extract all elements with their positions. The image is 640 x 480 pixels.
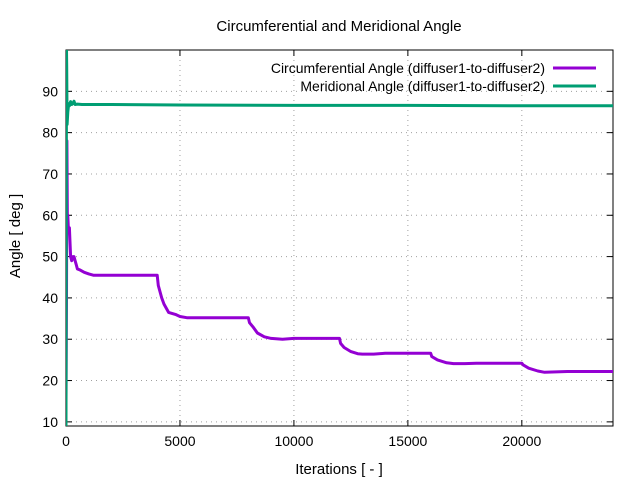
chart-title: Circumferential and Meridional Angle bbox=[216, 18, 461, 35]
y-tick-label: 70 bbox=[42, 166, 58, 182]
axis-ticks: 0 5000 10000 15000 20000 10 20 30 40 50 60 70 80 90 bbox=[42, 50, 613, 449]
y-tick-label: 30 bbox=[42, 331, 58, 347]
y-tick-label: 80 bbox=[42, 125, 58, 141]
x-axis-label: Iterations [ - ] bbox=[295, 461, 383, 478]
x-tick-label: 20000 bbox=[502, 433, 541, 449]
legend: Circumferential Angle (diffuser1-to-diff… bbox=[271, 60, 596, 94]
series-lines bbox=[66, 50, 613, 426]
series-line-1 bbox=[66, 139, 613, 402]
y-tick-label: 50 bbox=[42, 249, 58, 265]
x-tick-label: 0 bbox=[62, 433, 70, 449]
legend-label: Circumferential Angle (diffuser1-to-diff… bbox=[271, 60, 545, 76]
x-tick-label: 5000 bbox=[164, 433, 195, 449]
y-tick-label: 90 bbox=[42, 83, 58, 99]
series-line-2 bbox=[66, 50, 613, 426]
y-tick-label: 40 bbox=[42, 290, 58, 306]
x-tick-label: 10000 bbox=[274, 433, 313, 449]
y-tick-label: 20 bbox=[42, 373, 58, 389]
y-tick-label: 10 bbox=[42, 414, 58, 430]
x-tick-label: 15000 bbox=[388, 433, 427, 449]
legend-label: Meridional Angle (diffuser1-to-diffuser2… bbox=[300, 78, 545, 94]
y-axis-label: Angle [ deg ] bbox=[7, 194, 24, 278]
y-tick-label: 60 bbox=[42, 207, 58, 223]
